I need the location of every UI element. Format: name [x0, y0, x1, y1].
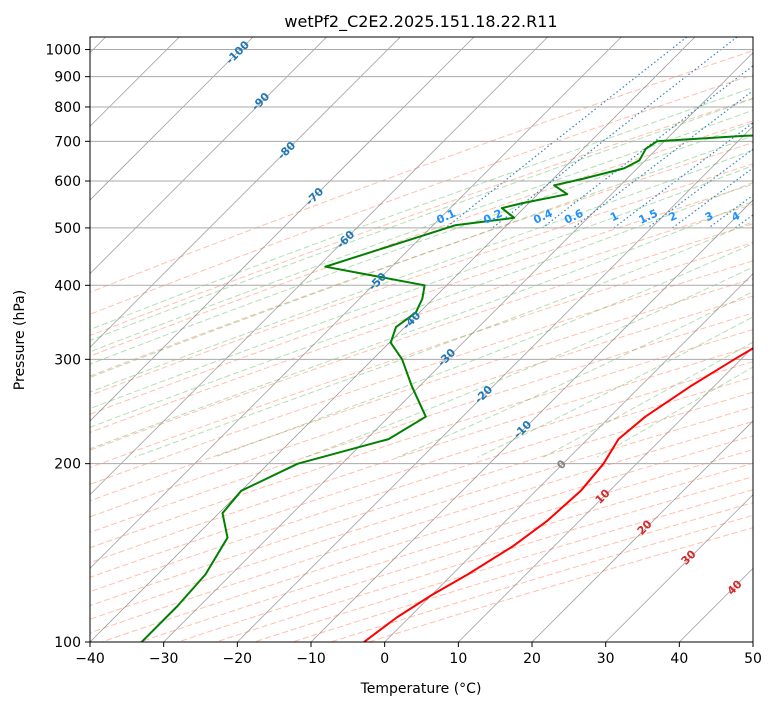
temperature-profile — [363, 347, 753, 642]
dry-adiabat — [90, 329, 753, 549]
x-tick-label: 30 — [597, 651, 615, 667]
isotherm — [90, 37, 622, 569]
y-tick-label: 100 — [54, 635, 81, 651]
dry-adiabat — [90, 278, 753, 502]
mixing-ratio-line — [672, 167, 753, 229]
x-tick-label: 50 — [744, 651, 762, 667]
dry-adiabat — [90, 295, 753, 518]
moist-adiabat — [477, 316, 753, 458]
isotherm — [384, 273, 753, 642]
mixing-ratio-line — [542, 65, 753, 229]
dry-adiabat — [330, 514, 753, 642]
mixing-ratio-line — [572, 89, 753, 229]
y-tick-label: 1000 — [45, 43, 81, 59]
isotherm — [310, 199, 753, 642]
x-tick-label: 40 — [670, 651, 688, 667]
x-tick-label: −40 — [75, 651, 105, 667]
x-axis: −40 −30 −20 −10 0 10 20 30 40 50 — [75, 642, 762, 667]
y-tick-label: 500 — [54, 221, 81, 237]
dry-adiabat — [90, 376, 753, 593]
dry-adiabat — [90, 406, 753, 620]
moist-adiabat — [397, 291, 753, 458]
dry-adiabat — [90, 241, 753, 468]
mixing-ratio-line — [492, 37, 738, 229]
dry-adiabat — [90, 142, 753, 377]
isotherm — [90, 37, 475, 422]
dry-adiabat — [101, 435, 753, 642]
x-tick-label: −20 — [223, 651, 253, 667]
moist-adiabat — [90, 165, 753, 410]
moist-adiabat — [305, 266, 753, 458]
y-tick-label: 600 — [54, 174, 81, 190]
dry-adiabat — [90, 74, 753, 315]
y-tick-label: 700 — [54, 134, 81, 150]
y-tick-label: 900 — [54, 70, 81, 86]
x-tick-label: −30 — [149, 651, 179, 667]
x-tick-label: 10 — [449, 651, 467, 667]
moist-adiabat — [90, 135, 753, 378]
y-tick-label: 300 — [54, 352, 81, 368]
y-tick-label: 400 — [54, 278, 81, 294]
isotherm — [458, 346, 753, 642]
y-tick-label: 800 — [54, 100, 81, 116]
isotherm — [90, 37, 327, 275]
moist-adiabat — [90, 86, 753, 331]
isotherm — [90, 37, 401, 348]
isotherm — [163, 52, 753, 642]
dry-adiabat — [90, 345, 753, 564]
plot-frame — [89, 36, 754, 643]
y-tick-label: 200 — [54, 457, 81, 473]
isotherm — [531, 420, 753, 642]
x-tick-label: 0 — [380, 651, 389, 667]
background-lines — [90, 37, 753, 642]
isotherm — [605, 494, 753, 642]
dewpoint-profile — [140, 134, 753, 642]
x-axis-title: Temperature (°C) — [360, 681, 482, 697]
x-tick-label: −10 — [296, 651, 326, 667]
dry-adiabat — [254, 489, 753, 642]
dry-adiabat — [90, 361, 753, 578]
chart-title: wetPf2_C2E2.2025.151.18.22.R11 — [284, 12, 557, 32]
isotherm — [90, 37, 254, 201]
moist-adiabat — [90, 109, 753, 353]
series-layer — [140, 134, 753, 642]
moist-adiabat — [90, 149, 753, 393]
moist-adiabat — [90, 98, 753, 341]
dry-adiabat — [90, 163, 753, 396]
y-axis-title: Pressure (hPa) — [12, 290, 28, 390]
x-tick-label: 20 — [523, 651, 541, 667]
dry-adiabat — [177, 462, 753, 642]
dry-adiabat — [90, 97, 753, 337]
y-axis: 100 200 300 400 500 600 700 800 900 1000 — [45, 43, 90, 651]
isotherm — [237, 125, 753, 642]
isotherm — [90, 37, 548, 496]
